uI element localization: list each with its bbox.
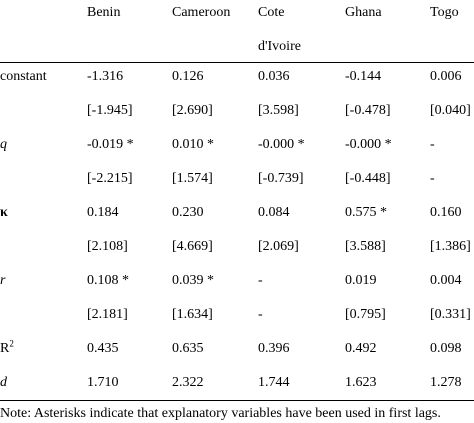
t-statistic: [-0.448] <box>345 171 391 186</box>
estimate: 0.396 <box>258 341 290 356</box>
column-header: Cameroon <box>172 5 231 20</box>
estimate: 1.710 <box>87 375 119 390</box>
column-header: Togo <box>430 5 459 20</box>
estimate: 0.084 <box>258 205 290 220</box>
estimate: 2.322 <box>172 375 204 390</box>
header-rule <box>0 62 474 63</box>
column-header: Benin <box>87 5 121 20</box>
estimate: 0.098 <box>430 341 462 356</box>
row-label: constant <box>0 69 47 84</box>
t-statistic: [2.181] <box>87 307 128 322</box>
t-statistic: [4.669] <box>172 239 213 254</box>
bottom-rule <box>0 400 474 401</box>
estimate: - <box>430 137 435 152</box>
estimate: - <box>258 273 263 288</box>
estimate: 0.039 * <box>172 273 214 288</box>
table-note: Note: Asterisks indicate that explanator… <box>0 406 441 421</box>
estimate: 0.160 <box>430 205 462 220</box>
t-statistic: [0.040] <box>430 103 471 118</box>
estimate: 0.019 <box>345 273 377 288</box>
t-statistic: [3.588] <box>345 239 386 254</box>
estimate: 0.435 <box>87 341 119 356</box>
t-statistic: [-1.945] <box>87 103 133 118</box>
t-statistic: [1.386] <box>430 239 471 254</box>
t-statistic: - <box>258 307 263 322</box>
estimate: 0.036 <box>258 69 290 84</box>
t-statistic: [1.634] <box>172 307 213 322</box>
column-header: Cote d'Ivoire <box>258 5 301 54</box>
estimate: 1.744 <box>258 375 290 390</box>
estimate: 0.635 <box>172 341 204 356</box>
row-label: q <box>0 137 7 152</box>
estimate: 0.006 <box>430 69 462 84</box>
t-statistic: [0.795] <box>345 307 386 322</box>
t-statistic: [3.598] <box>258 103 299 118</box>
estimate: -0.144 <box>345 69 382 84</box>
row-label: r <box>0 273 6 288</box>
estimate: -1.316 <box>87 69 124 84</box>
estimate: 0.004 <box>430 273 462 288</box>
estimate: 0.230 <box>172 205 204 220</box>
estimate: 0.108 * <box>87 273 129 288</box>
t-statistic: [0.331] <box>430 307 471 322</box>
estimate: 0.492 <box>345 341 377 356</box>
t-statistic: [-0.739] <box>258 171 304 186</box>
t-statistic: [1.574] <box>172 171 213 186</box>
label-superscript: 2 <box>9 338 14 349</box>
estimate: -0.000 * <box>258 137 305 152</box>
t-statistic: [2.690] <box>172 103 213 118</box>
row-label: κ <box>0 205 8 220</box>
estimate: 0.575 * <box>345 205 387 220</box>
estimate: -0.019 * <box>87 137 134 152</box>
t-statistic: [2.108] <box>87 239 128 254</box>
row-label: d <box>0 375 7 390</box>
estimate: 0.126 <box>172 69 204 84</box>
estimate: 1.623 <box>345 375 377 390</box>
t-statistic: [-2.215] <box>87 171 133 186</box>
estimate: -0.000 * <box>345 137 392 152</box>
row-label: R2 <box>0 338 14 356</box>
estimate: 0.184 <box>87 205 119 220</box>
t-statistic: [2.069] <box>258 239 299 254</box>
t-statistic: - <box>430 171 435 186</box>
t-statistic: [-0.478] <box>345 103 391 118</box>
column-header: Ghana <box>345 5 382 20</box>
estimate: 0.010 * <box>172 137 214 152</box>
estimate: 1.278 <box>430 375 462 390</box>
